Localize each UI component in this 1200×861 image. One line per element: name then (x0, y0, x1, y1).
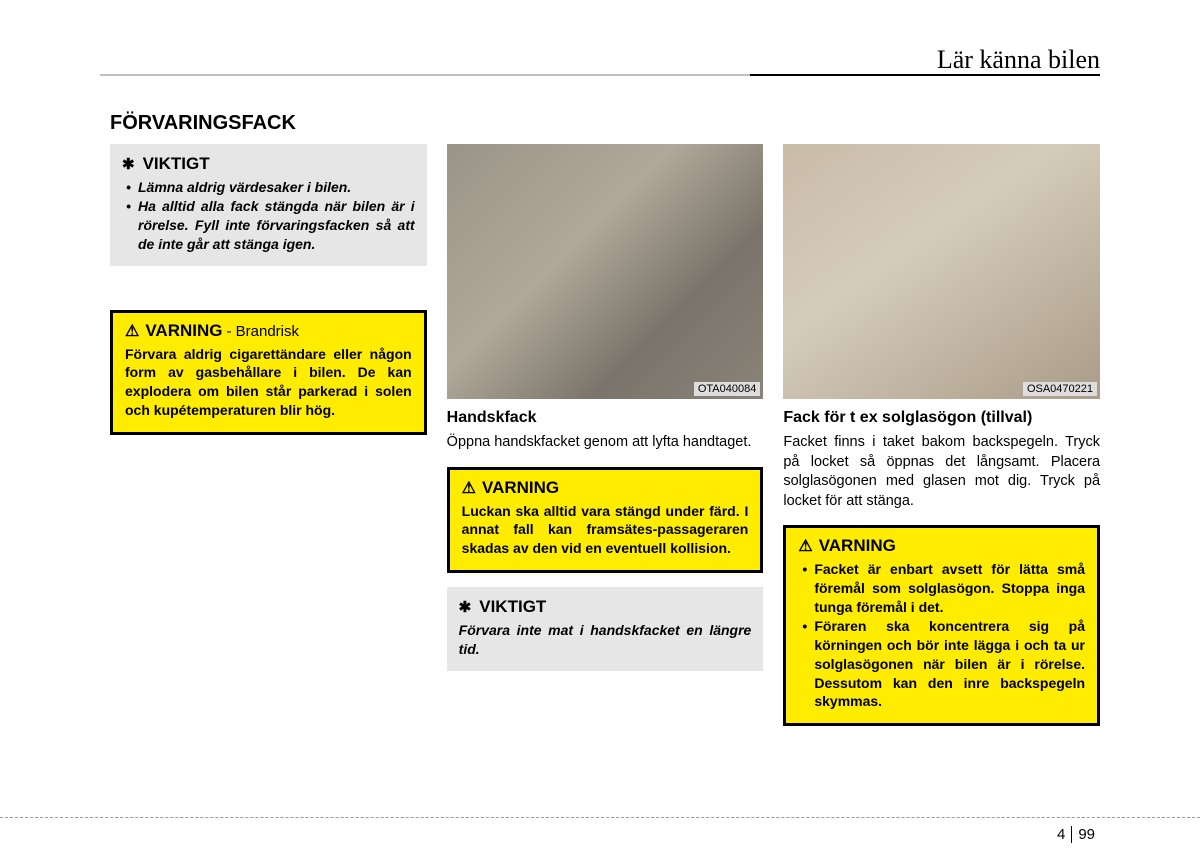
page-footer: 4 99 (1057, 826, 1095, 843)
warning-icon: ⚠ (125, 321, 139, 341)
warning-list: Facket är enbart avsett för lätta små fö… (798, 560, 1085, 711)
warning-box-2: ⚠ VARNING Luckan ska alltid vara stängd … (447, 467, 764, 574)
col3-body: Facket finns i taket bakom backspegeln. … (783, 433, 1100, 511)
warning-title: VARNING (145, 321, 222, 341)
warning-subtitle: - Brandrisk (226, 323, 299, 340)
chapter-number: 4 (1057, 826, 1072, 843)
caution-item: Ha alltid alla fack stängda när bilen är… (126, 197, 415, 254)
caution-text: Förvara inte mat i handskfacket en längr… (459, 621, 752, 659)
caution-title: VIKTIGT (479, 597, 546, 617)
warning-text: Förvara aldrig cigarettändare eller någo… (125, 345, 412, 421)
warning-text: Luckan ska alltid vara stängd under färd… (462, 502, 749, 559)
image-label: OSA0470221 (1023, 382, 1097, 396)
col3-heading: Fack för t ex solglasögon (tillval) (783, 409, 1100, 427)
footer-dashed-line (0, 817, 1200, 818)
col2-body: Öppna handskfacket genom att lyfta handt… (447, 433, 764, 453)
chapter-title: Lär känna bilen (937, 45, 1100, 75)
warning-item: Facket är enbart avsett för lätta små fö… (802, 560, 1085, 617)
caution-list: Lämna aldrig värdesaker i bilen. Ha allt… (122, 178, 415, 254)
warning-header: ⚠ VARNING (462, 478, 749, 498)
warning-icon: ⚠ (798, 536, 812, 556)
column-1: ✱ VIKTIGT Lämna aldrig värdesaker i bile… (110, 144, 427, 726)
warning-title: VARNING (482, 478, 559, 498)
warning-title: VARNING (819, 536, 896, 556)
header-divider (100, 74, 1100, 76)
column-2: OTA040084 Handskfack Öppna handskfacket … (447, 144, 764, 726)
warning-item: Föraren ska koncentrera sig på körningen… (802, 617, 1085, 711)
col2-heading: Handskfack (447, 409, 764, 427)
warning-icon: ⚠ (462, 478, 476, 498)
page-number: 99 (1078, 826, 1095, 843)
main-heading: FÖRVARINGSFACK (110, 112, 296, 135)
caution-title: VIKTIGT (143, 154, 210, 174)
caution-header: ✱ VIKTIGT (459, 597, 752, 617)
image-label: OTA040084 (694, 382, 761, 396)
caution-box-2: ✱ VIKTIGT Förvara inte mat i handskfacke… (447, 587, 764, 671)
glovebox-image: OTA040084 (447, 144, 764, 399)
column-3: OSA0470221 Fack för t ex solglasögon (ti… (783, 144, 1100, 726)
sunglass-holder-image: OSA0470221 (783, 144, 1100, 399)
warning-box-1: ⚠ VARNING - Brandrisk Förvara aldrig cig… (110, 310, 427, 436)
warning-header: ⚠ VARNING (798, 536, 1085, 556)
warning-box-3: ⚠ VARNING Facket är enbart avsett för lä… (783, 525, 1100, 726)
content-columns: ✱ VIKTIGT Lämna aldrig värdesaker i bile… (110, 144, 1100, 726)
caution-box-1: ✱ VIKTIGT Lämna aldrig värdesaker i bile… (110, 144, 427, 266)
caution-icon: ✱ (459, 598, 472, 616)
caution-item: Lämna aldrig värdesaker i bilen. (126, 178, 415, 197)
caution-header: ✱ VIKTIGT (122, 154, 415, 174)
warning-header: ⚠ VARNING - Brandrisk (125, 321, 412, 341)
caution-icon: ✱ (122, 155, 135, 173)
